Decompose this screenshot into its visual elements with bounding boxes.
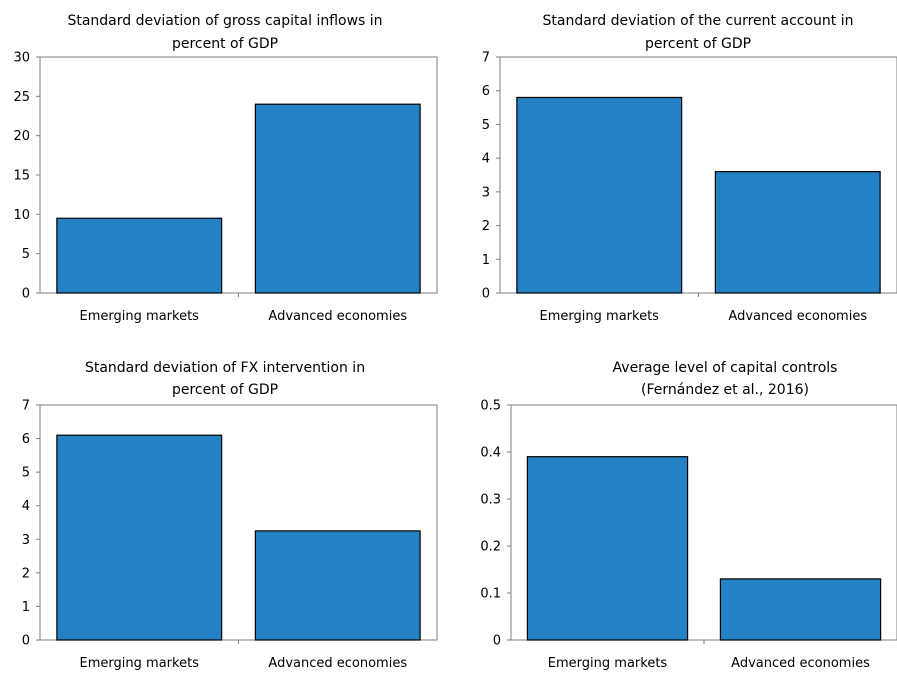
y-tick-label: 0.5 [480, 399, 501, 414]
y-tick-label: 15 [13, 169, 30, 184]
y-tick-label: 25 [13, 90, 30, 105]
y-tick-label: 6 [22, 432, 30, 447]
y-tick-label: 0.4 [480, 446, 501, 461]
y-tick-label: 0 [22, 287, 30, 302]
y-tick-label: 6 [482, 84, 490, 99]
y-tick-label: 0 [482, 287, 490, 302]
x-category-label: Emerging markets [80, 656, 200, 671]
x-category-label: Advanced economies [728, 309, 867, 324]
y-tick-label: 7 [482, 51, 490, 66]
x-category-label: Advanced economies [268, 656, 407, 671]
x-category-label: Emerging markets [548, 656, 668, 671]
x-category-label: Emerging markets [80, 309, 200, 324]
y-tick-label: 0.1 [480, 587, 501, 602]
chart-title-line: Standard deviation of FX intervention in [85, 360, 365, 376]
y-tick-label: 5 [22, 247, 30, 262]
chart-title-line: Average level of capital controls [613, 360, 838, 376]
bar-emerging-markets [526, 456, 689, 641]
y-tick-label: 7 [22, 399, 30, 414]
y-tick-label: 20 [13, 129, 30, 144]
y-tick-label: 3 [22, 533, 30, 548]
bar-advanced-economies [254, 103, 421, 294]
chart-title-line: (Fernández et al., 2016) [641, 382, 809, 398]
y-tick-label: 2 [482, 219, 490, 234]
y-tick-label: 1 [22, 600, 30, 615]
chart-title-line: Standard deviation of gross capital infl… [67, 13, 382, 29]
bar-emerging-markets [516, 96, 683, 294]
chart-title-line: Standard deviation of the current accoun… [543, 13, 854, 29]
chart-panel-3: Standard deviation of FX intervention in… [22, 360, 438, 671]
y-tick-label: 1 [482, 253, 490, 268]
x-category-label: Advanced economies [731, 656, 870, 671]
y-tick-label: 4 [22, 499, 30, 514]
y-tick-label: 10 [13, 208, 30, 223]
bar-advanced-economies [719, 578, 882, 641]
chart-title-line: percent of GDP [172, 382, 278, 398]
x-category-label: Advanced economies [268, 309, 407, 324]
y-tick-label: 2 [22, 566, 30, 581]
bar-advanced-economies [254, 530, 421, 641]
chart-panel-4: Average level of capital controls (Fernán… [480, 360, 897, 671]
chart-title-line: percent of GDP [645, 36, 751, 52]
y-tick-label: 5 [22, 466, 30, 481]
chart-panel-2: Standard deviation of the current accoun… [482, 13, 897, 324]
x-category-label: Emerging markets [540, 309, 660, 324]
y-tick-label: 0.3 [480, 493, 501, 508]
chart-title-line: percent of GDP [172, 36, 278, 52]
bar-emerging-markets [56, 434, 223, 641]
chart-panel-1: Standard deviation of gross capital infl… [13, 13, 438, 324]
y-tick-label: 0 [22, 634, 30, 649]
y-tick-label: 4 [482, 152, 490, 167]
y-tick-label: 5 [482, 118, 490, 133]
y-tick-label: 3 [482, 185, 490, 200]
y-tick-label: 30 [13, 51, 30, 66]
y-tick-label: 0 [493, 634, 501, 649]
bar-emerging-markets [56, 217, 223, 294]
y-tick-label: 0.2 [480, 540, 501, 555]
bar-advanced-economies [714, 171, 881, 294]
